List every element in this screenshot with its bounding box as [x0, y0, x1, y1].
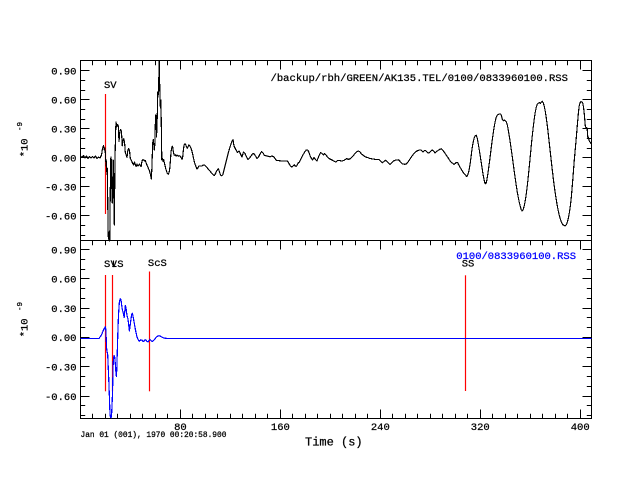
svg-text:/backup/rbh/GREEN/AK135.TEL/01: /backup/rbh/GREEN/AK135.TEL/0100/0833960…: [271, 73, 568, 85]
svg-text:0.60: 0.60: [51, 96, 76, 108]
svg-text:*10: *10: [20, 138, 32, 157]
svg-text:-0.60: -0.60: [45, 392, 77, 404]
svg-text:Time (s): Time (s): [305, 436, 363, 450]
svg-text:Jan 01 (001), 1970 00:20:58.90: Jan 01 (001), 1970 00:20:58.900: [81, 431, 227, 440]
svg-text:0.00: 0.00: [51, 333, 76, 345]
svg-text:SV: SV: [104, 80, 117, 92]
svg-text:0.90: 0.90: [51, 245, 76, 257]
svg-text:240: 240: [371, 422, 390, 434]
svg-text:80: 80: [174, 422, 187, 434]
svg-text:ScS: ScS: [148, 258, 167, 270]
svg-text:0.30: 0.30: [51, 304, 76, 316]
svg-text:0.60: 0.60: [51, 275, 76, 287]
svg-text:-0.30: -0.30: [45, 182, 77, 194]
svg-text:-9: -9: [17, 121, 25, 131]
svg-text:320: 320: [471, 422, 490, 434]
svg-text:0.30: 0.30: [51, 125, 76, 137]
svg-text:-9: -9: [17, 301, 25, 311]
svg-text:*10: *10: [20, 318, 32, 337]
svg-text:-0.30: -0.30: [45, 363, 77, 375]
svg-text:0.90: 0.90: [51, 67, 76, 79]
svg-text:160: 160: [271, 422, 290, 434]
svg-text:SS: SS: [462, 259, 475, 271]
svg-text:-0.60: -0.60: [45, 211, 77, 223]
svg-text:0.00: 0.00: [51, 154, 76, 166]
svg-text:400: 400: [571, 422, 590, 434]
svg-text:0100/0833960100.RSS: 0100/0833960100.RSS: [456, 251, 576, 263]
